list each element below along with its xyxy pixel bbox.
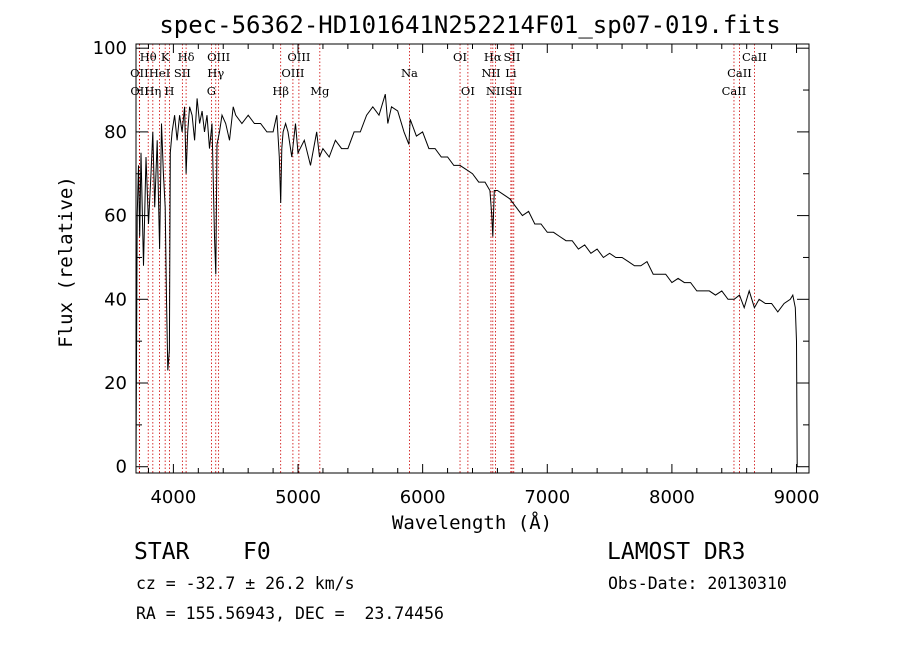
line-label: G [207, 84, 216, 98]
coordinates-ra-dec: RA = 155.56943, DEC = 23.74456 [136, 604, 444, 623]
y-tick-label: 60 [104, 206, 127, 227]
line-label: Mg [310, 84, 330, 98]
line-label: SII [174, 66, 191, 80]
spectrum-series-line [135, 94, 798, 467]
line-label: SII [505, 84, 522, 98]
x-axis: 4000 5000 6000 7000 8000 9000 [147, 44, 820, 508]
line-label: OII [130, 84, 149, 98]
y-axis: 0 20 40 60 80 100 [93, 38, 809, 478]
redshift-cz: cz = -32.7 ± 26.2 km/s [136, 574, 355, 593]
line-label: CaII [727, 66, 752, 80]
line-label: SII [504, 50, 521, 64]
x-tick-label: 6000 [400, 487, 446, 508]
x-tick-label: 4000 [150, 487, 196, 508]
line-label: NII [481, 66, 500, 80]
line-label: Hθ [140, 50, 157, 64]
line-label: Hα [484, 50, 502, 64]
line-label: CaII [722, 84, 747, 98]
spectral-line-markers [138, 44, 755, 473]
y-tick-label: 0 [116, 457, 127, 478]
line-label: Na [401, 66, 418, 80]
line-label: OI [453, 50, 467, 64]
line-label: Hη [144, 84, 161, 98]
y-tick-label: 80 [104, 122, 127, 143]
object-class: STAR [134, 539, 190, 565]
line-label: Hβ [272, 84, 289, 98]
line-label: Hδ [178, 50, 195, 64]
line-label: K [161, 50, 170, 64]
plot-frame [135, 43, 810, 474]
x-tick-label: 5000 [275, 487, 321, 508]
line-label: Li [505, 66, 517, 80]
line-label: OII [130, 66, 149, 80]
y-tick-label: 100 [93, 38, 127, 59]
line-label: OIII [287, 50, 310, 64]
y-axis-label: Flux (relative) [55, 176, 77, 348]
chart-title: spec-56362-HD101641N252214F01_sp07-019.f… [159, 11, 780, 39]
line-label: OI [461, 84, 475, 98]
line-label: H [164, 84, 174, 98]
survey-name: LAMOST DR3 [607, 539, 746, 565]
y-tick-label: 20 [104, 373, 127, 394]
line-label: NII [486, 84, 505, 98]
x-tick-label: 9000 [774, 487, 820, 508]
x-tick-label: 8000 [649, 487, 695, 508]
x-tick-label: 7000 [524, 487, 570, 508]
line-label: CaII [742, 50, 767, 64]
object-subclass: F0 [243, 539, 271, 565]
x-axis-label: Wavelength (Å) [392, 511, 552, 534]
line-label: HeI [149, 66, 170, 80]
y-tick-label: 40 [104, 289, 127, 310]
line-label: OIII [207, 50, 230, 64]
line-label: Hγ [207, 66, 224, 80]
observation-date: Obs-Date: 20130310 [608, 574, 787, 593]
line-label: OIII [281, 66, 304, 80]
